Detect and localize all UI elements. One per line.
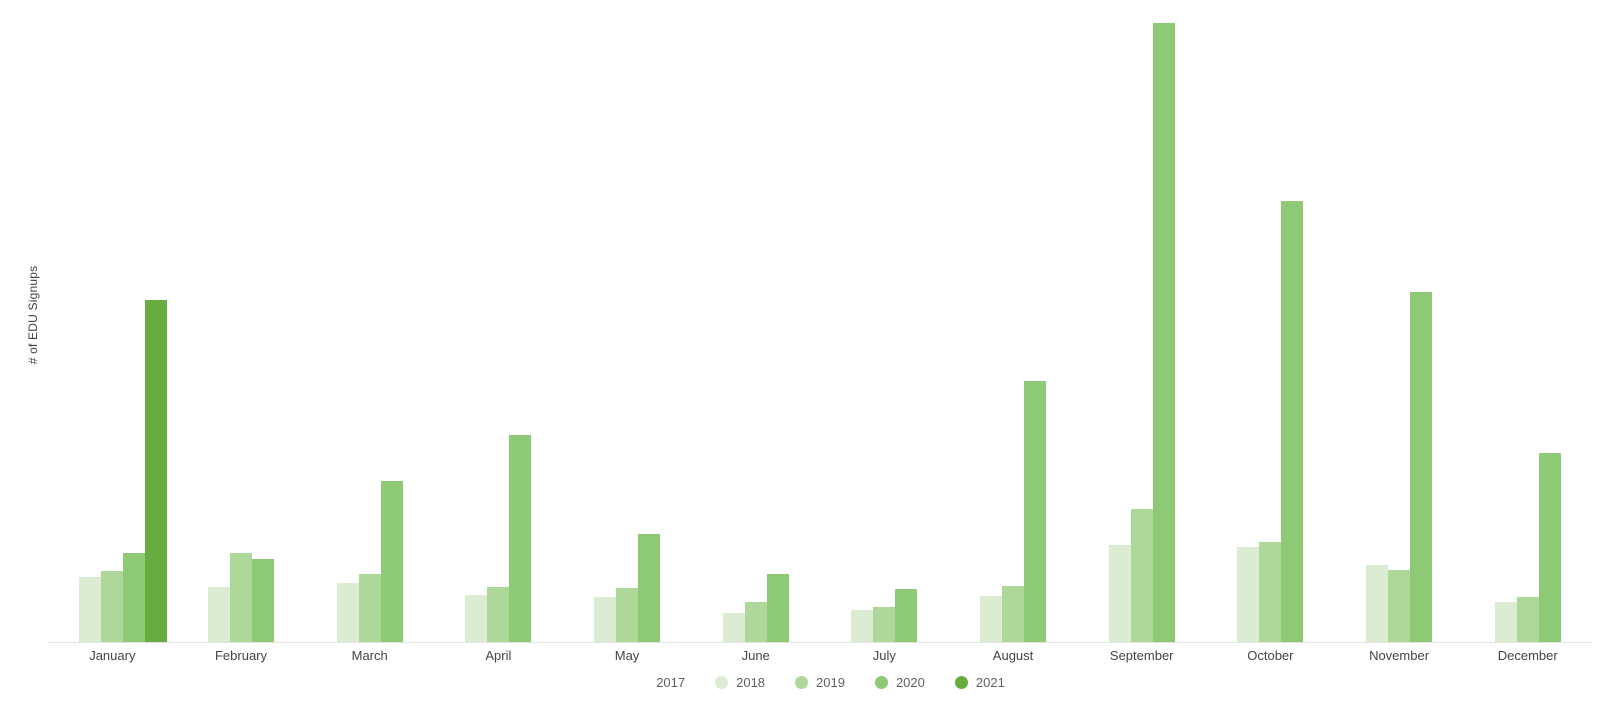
legend-swatch-icon-2019 [795,676,809,689]
bar-2018-december[interactable] [1494,602,1517,642]
bar-2020-august[interactable] [1024,381,1047,642]
x-axis-label-august: August [992,648,1034,663]
legend-swatch-icon-2020 [874,676,888,689]
x-axis-labels: January February March April May June July Augu… [48,648,1592,663]
legend-swatch-icon-2021 [954,676,968,689]
bar-2018-october[interactable] [1237,547,1260,642]
month-group-october [1206,15,1335,642]
bar-2019-november[interactable] [1388,570,1411,642]
legend-label-2021: 2021 [975,675,1005,690]
month-group-november [1335,15,1464,642]
bar-2020-december[interactable] [1538,452,1561,642]
bar-2018-august[interactable] [980,596,1003,642]
legend-label-2018: 2018 [736,675,766,690]
x-axis-label-april: April [485,648,512,663]
bar-2020-november[interactable] [1410,291,1433,642]
month-group-july [820,15,949,642]
bar-2018-september[interactable] [1108,545,1131,642]
bar-2021-january[interactable] [145,299,168,642]
bar-2019-august[interactable] [1002,586,1025,642]
month-group-march [305,15,434,642]
bar-2018-november[interactable] [1366,565,1389,642]
x-axis-label-february: February [214,648,268,663]
legend-swatch-icon-2017 [635,676,649,689]
y-axis-title: # of EDU Signups [26,265,40,365]
month-group-january [48,15,177,642]
bar-2020-september[interactable] [1152,22,1175,642]
month-group-september [1077,15,1206,642]
bar-2019-march[interactable] [358,574,381,642]
bar-2019-may[interactable] [616,588,639,642]
month-group-april [434,15,563,642]
bar-2019-september[interactable] [1130,508,1153,642]
x-axis-label-june: June [741,648,770,663]
bar-2019-june[interactable] [744,602,767,642]
month-group-february [177,15,306,642]
month-group-december [1463,15,1592,642]
bar-2019-april[interactable] [487,587,510,642]
bar-2019-january[interactable] [101,571,124,642]
legend-label-2020: 2020 [895,675,925,690]
bar-2018-may[interactable] [594,597,617,642]
legend-item-2021: 2021 [954,675,1005,690]
bar-2018-april[interactable] [465,595,488,642]
legend-label-2019: 2019 [816,675,845,690]
bar-2018-february[interactable] [208,587,230,642]
x-axis-label-may: May [614,648,640,663]
legend-item-2020: 2020 [874,675,925,690]
legend-label-2017: 2017 [656,675,686,690]
bar-2020-march[interactable] [380,480,403,642]
bar-2020-april[interactable] [509,435,532,642]
bar-2019-july[interactable] [873,607,896,642]
plot-area [48,15,1592,643]
bar-2019-february[interactable] [230,553,252,642]
bar-2019-december[interactable] [1516,597,1539,642]
bar-2020-july[interactable] [895,589,918,642]
month-group-august [949,15,1078,642]
bar-2020-october[interactable] [1281,201,1304,642]
bar-2020-january[interactable] [123,553,146,642]
legend-swatch-icon-2018 [715,676,729,689]
legend-item-2019: 2019 [795,675,845,690]
chart-legend: 2017 2018 2019 2020 2021 [48,675,1592,690]
bar-2018-june[interactable] [722,613,745,642]
bar-2020-may[interactable] [638,533,661,642]
x-axis-label-march: March [351,648,388,663]
bar-2018-march[interactable] [336,583,359,642]
legend-item-2017: 2017 [635,675,685,690]
month-group-may [563,15,692,642]
x-axis-label-november: November [1369,648,1430,663]
legend-item-2018: 2018 [715,675,765,690]
x-axis-label-december: December [1497,648,1558,663]
month-group-june [691,15,820,642]
bar-2018-july[interactable] [851,610,874,642]
x-axis-label-october: October [1247,648,1294,663]
bar-2020-june[interactable] [766,574,789,642]
x-axis-label-september: September [1109,648,1174,663]
bar-2018-january[interactable] [79,577,102,642]
bar-2020-february[interactable] [252,559,274,642]
bar-2019-october[interactable] [1259,542,1282,642]
x-axis-label-july: July [872,648,896,663]
x-axis-label-january: January [89,648,136,663]
